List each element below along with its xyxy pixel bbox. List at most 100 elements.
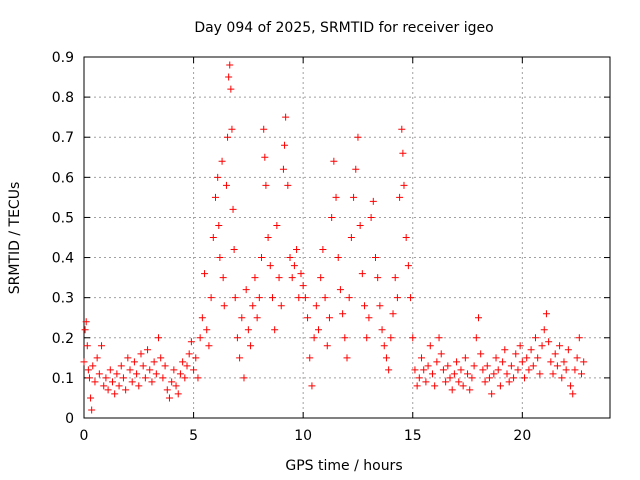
data-point [229,205,237,213]
data-point [261,153,269,161]
data-point [525,366,533,374]
data-point [479,366,487,374]
data-point [567,382,575,390]
data-point [87,394,95,402]
data-point [124,354,132,362]
data-point [271,326,279,334]
data-point [343,354,351,362]
data-point [159,374,167,382]
data-point [233,334,241,342]
data-point [398,125,406,133]
data-point [293,246,301,254]
data-point [228,125,236,133]
data-point [240,374,248,382]
data-point [529,362,537,370]
data-point [317,274,325,282]
data-point [251,274,259,282]
data-point [220,302,228,310]
data-point [420,366,428,374]
y-tick-label: 0.7 [52,130,74,146]
data-point [165,394,173,402]
data-point [203,326,211,334]
data-point [376,302,384,310]
data-point [157,354,165,362]
data-point [215,221,223,229]
data-point [224,133,232,141]
data-point [247,342,255,350]
data-point [411,366,419,374]
data-point [93,354,101,362]
data-point [455,378,463,386]
data-point [389,310,397,318]
chart-title: Day 094 of 2025, SRMTID for receiver ige… [194,20,493,36]
data-point [562,366,570,374]
x-tick-label: 10 [294,428,312,444]
data-point [286,254,294,262]
data-point [89,362,97,370]
data-point [117,362,125,370]
y-tick-label: 0.9 [52,50,74,66]
data-point [444,362,452,370]
data-point [553,362,561,370]
data-point [365,314,373,322]
data-point [387,334,395,342]
data-point [428,370,436,378]
data-point [409,334,417,342]
data-points [80,61,588,414]
y-tick-label: 0.1 [52,371,74,387]
data-point [439,366,447,374]
data-point [258,254,266,262]
data-point [155,334,163,342]
data-point [212,193,219,201]
data-point [108,378,116,386]
data-point [426,342,434,350]
data-point [82,318,90,326]
data-point [249,302,257,310]
data-point [214,173,222,181]
data-point [518,358,526,366]
data-point [100,382,108,390]
data-point [536,370,544,378]
data-point [512,350,520,358]
data-point [399,149,407,157]
data-point [130,358,138,366]
y-tick-label: 0 [65,411,74,427]
data-point [558,374,566,382]
data-point [255,294,263,302]
data-point [288,274,296,282]
data-point [102,374,110,382]
data-point [501,346,509,354]
data-point [413,382,421,390]
data-point [135,382,143,390]
data-point [564,346,572,354]
data-point [85,374,93,382]
data-point [181,374,189,382]
data-point [201,270,209,278]
data-point [163,386,171,394]
data-point [295,294,303,302]
data-point [323,342,331,350]
data-point [490,370,498,378]
data-point [137,350,145,358]
data-point [556,342,564,350]
data-point [325,314,333,322]
data-point [503,370,511,378]
data-point [172,382,180,390]
data-point [549,370,557,378]
data-point [148,378,156,386]
data-point [448,386,456,394]
data-point [446,374,454,382]
data-point [507,362,515,370]
data-point [358,270,366,278]
data-point [437,350,445,358]
plot-frame [83,56,611,419]
data-point [253,314,261,322]
data-point [356,221,364,229]
data-point [496,382,504,390]
data-point [457,366,465,374]
data-point [492,354,500,362]
data-point [341,334,349,342]
data-point [382,354,390,362]
data-point [367,213,375,221]
data-point [542,310,550,318]
